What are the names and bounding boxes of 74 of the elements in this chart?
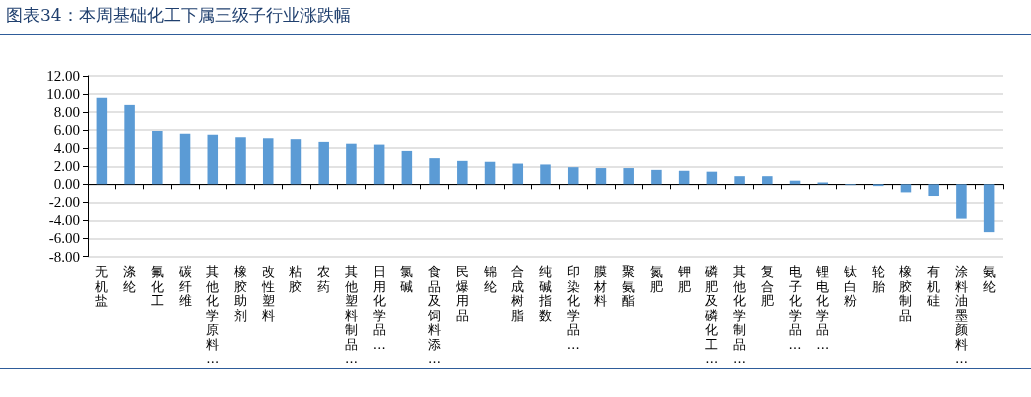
- x-tick-label: 涂料油墨颜料…: [954, 264, 968, 367]
- bar: [928, 184, 939, 197]
- bar: [96, 97, 108, 185]
- x-tick-label: 锦纶: [482, 264, 497, 294]
- x-tick-label: 涤纶: [123, 264, 137, 294]
- bar: [956, 184, 967, 219]
- x-tick-label: 农药: [317, 264, 331, 294]
- x-tick-label: 磷肥及磷化工…: [704, 264, 719, 367]
- x-tick-label: 无机盐: [95, 264, 109, 309]
- y-tick-label: 4.00: [53, 140, 80, 157]
- x-tick-label: 锂电化学品…: [815, 264, 830, 352]
- bar: [235, 137, 246, 185]
- bar: [900, 184, 912, 193]
- x-tick-label: 合成树脂: [511, 264, 525, 323]
- bar: [762, 176, 773, 185]
- bar: [484, 161, 496, 185]
- bar: [734, 176, 745, 185]
- x-tick-label: 膜材料: [593, 264, 608, 309]
- bar: [262, 138, 274, 185]
- bar: [678, 170, 690, 185]
- bar: [429, 158, 440, 185]
- x-tick-label: 其他化学制品…: [733, 264, 747, 367]
- y-tick-label: -8.00: [48, 248, 80, 265]
- x-tick-label: 有机硅: [926, 264, 941, 309]
- bar: [567, 167, 579, 185]
- bar: [540, 164, 551, 185]
- x-tick-label: 改性塑料: [260, 264, 275, 323]
- x-tick-label: 氟化工: [150, 264, 164, 309]
- x-tick-label: 粘胶: [289, 264, 303, 294]
- x-tick-label: 氯碱: [400, 264, 414, 294]
- bar: [457, 160, 468, 185]
- x-tick-label: 其他塑料制品…: [344, 264, 358, 367]
- bar: [595, 168, 607, 185]
- x-tick-label: 轮胎: [871, 264, 885, 294]
- y-tick-label: -4.00: [48, 212, 80, 229]
- bar: [207, 134, 219, 185]
- y-tick-label: -2.00: [48, 194, 80, 211]
- bar: [290, 139, 302, 185]
- bar: [373, 144, 385, 185]
- bar: [512, 163, 524, 185]
- bar: [623, 168, 634, 185]
- x-tick-label: 电子化学品…: [788, 264, 802, 352]
- bar: [152, 131, 163, 185]
- bar: [346, 143, 357, 185]
- x-tick-label: 碳纤维: [177, 264, 192, 309]
- y-tick-label: 2.00: [53, 158, 80, 175]
- bar: [706, 171, 718, 185]
- chart-title: 图表34：本周基础化工下属三级子行业涨跌幅: [6, 4, 351, 27]
- x-tick-label: 日用化学品…: [372, 264, 386, 352]
- x-tick-label: 食品及饲料添…: [427, 264, 442, 367]
- bar: [318, 141, 329, 185]
- x-tick-label: 聚氨酯: [622, 264, 636, 309]
- x-tick-label: 橡胶助剂: [234, 264, 247, 323]
- bar: [124, 104, 135, 185]
- x-tick-label: 复合肥: [760, 264, 774, 309]
- x-tick-label: 其他化学原料…: [206, 264, 220, 367]
- x-tick-label: 钾肥: [676, 264, 691, 294]
- bar: [651, 169, 662, 185]
- x-tick-label: 橡胶制品: [899, 264, 913, 323]
- y-tick-label: 0.00: [53, 176, 80, 193]
- x-tick-label: 氮肥: [649, 264, 663, 294]
- x-tick-label: 印染化学品…: [566, 264, 580, 352]
- bar: [179, 133, 191, 185]
- bar: [983, 184, 995, 233]
- y-tick-label: 8.00: [53, 104, 80, 121]
- x-tick-label: 氨纶: [982, 264, 996, 294]
- y-tick-label: 6.00: [53, 122, 80, 139]
- y-tick-label: 12.00: [46, 68, 80, 84]
- bar: [401, 150, 413, 185]
- x-tick-label: 钛白粉: [843, 264, 857, 309]
- y-tick-label: -6.00: [48, 230, 80, 247]
- y-tick-label: 10.00: [46, 86, 80, 103]
- x-tick-label: 纯碱指数: [538, 264, 552, 323]
- x-tick-label: 民爆用品: [455, 264, 469, 323]
